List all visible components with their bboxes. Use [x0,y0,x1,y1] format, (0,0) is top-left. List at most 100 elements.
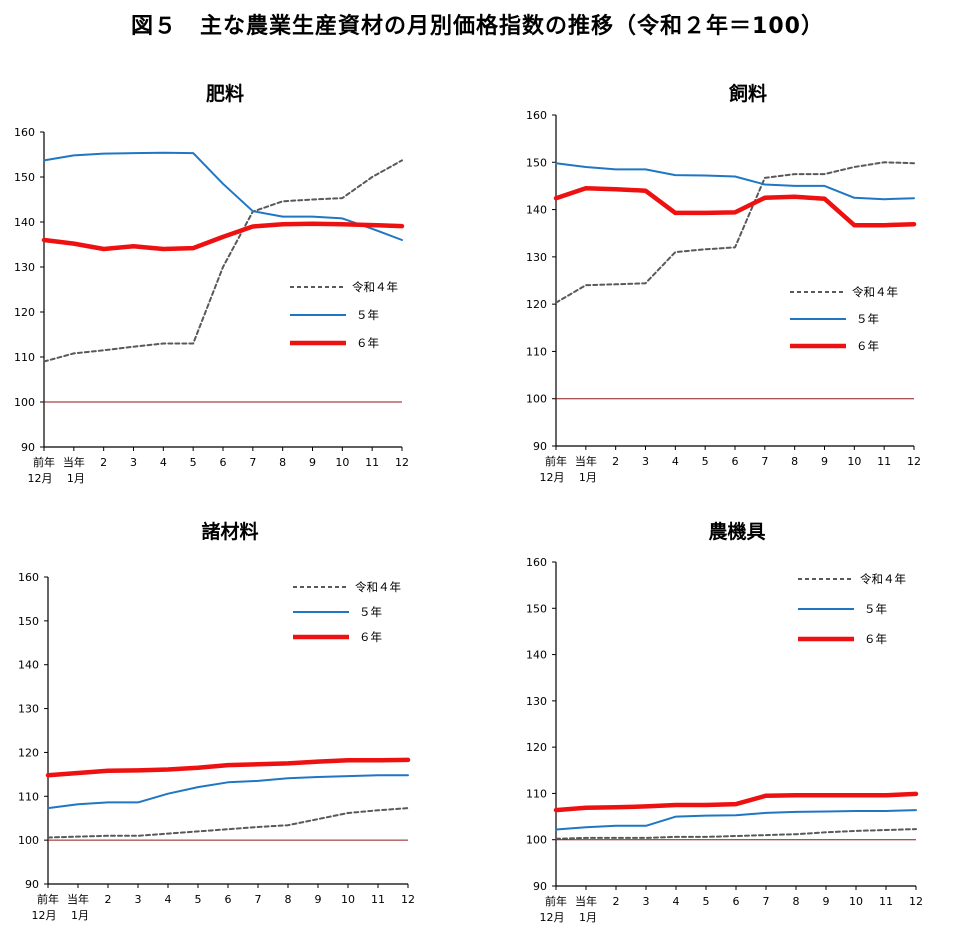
chart-fertilizer: 肥料 90 100 110 120 130 140 150 160 前年 当年 2 3 4 5 6 7 8 9 10 1… [14,82,409,485]
y-tick-label: 90 [25,878,39,891]
x-tick-label: 2 [612,455,619,468]
x-tick-label: 12 [395,456,409,469]
series-line-r5 [555,809,917,831]
series-line-r6 [553,186,917,228]
y-tick-label: 90 [21,441,35,454]
x-tick-label: 3 [130,456,137,469]
legend-label-r6: ６年 [359,630,382,644]
series-line-r4 [43,159,403,363]
x-tick-label: 12 [909,895,923,908]
y-tick-label: 120 [526,298,547,311]
x-tick-label: 5 [703,895,710,908]
x-tick-label: 8 [279,456,286,469]
y-tick-label: 150 [526,602,547,615]
legend-label-r4: 令和４年 [852,285,898,299]
x-tick-label: 7 [249,456,256,469]
chart-materials: 諸材料 90 100 110 120 130 140 150 160 前年 当年 2 3 4 5 6 7 8 9 10… [18,520,415,922]
series-line-r4 [555,161,915,304]
x-tick-label: 9 [823,895,830,908]
chart-title: 飼料 [728,82,767,105]
y-tick-label: 100 [14,396,35,409]
x-tick-label: 7 [761,455,768,468]
y-tick-label: 110 [526,787,547,800]
y-tick-label: 110 [14,351,35,364]
x-tick-label-sub: 12月 [28,472,53,485]
x-tick-label: 10 [847,455,861,468]
y-tick-label: 160 [526,109,547,122]
y-tick-label: 130 [526,695,547,708]
y-tick-label: 150 [18,615,39,628]
x-tick-label: 4 [165,893,172,906]
x-tick-label: 前年 [545,454,567,468]
y-tick-label: 90 [533,880,547,893]
legend-label-r5: ５年 [864,602,887,616]
x-tick-label: 7 [763,895,770,908]
x-tick-label: 当年 [63,455,85,469]
x-tick-label: 9 [309,456,316,469]
x-tick-label: 6 [732,455,739,468]
x-tick-label: 9 [821,455,828,468]
x-tick-label: 2 [105,893,112,906]
y-tick-label: 100 [18,834,39,847]
y-tick-label: 140 [14,216,35,229]
y-tick-label: 150 [14,171,35,184]
legend-label-r4: 令和４年 [355,580,401,594]
legend-label-r6: ６年 [356,336,379,350]
chart-feed: 飼料 90 100 110 120 130 140 150 160 前年 当年 2 3 4 5 6 7 8 9 10 1… [526,82,921,484]
series-line-r5 [47,774,409,810]
legend-label-r5: ５年 [356,308,379,322]
x-tick-label: 4 [672,455,679,468]
series-line-r6 [553,791,919,813]
x-tick-label-sub: 12月 [540,471,565,484]
series-line-r5 [43,151,403,241]
x-tick-label-sub: 1月 [579,471,597,484]
y-tick-label: 110 [526,345,547,358]
x-tick-label: 当年 [575,454,597,468]
x-tick-label: 11 [365,456,379,469]
x-tick-label: 5 [702,455,709,468]
y-tick-label: 140 [18,659,39,672]
x-tick-label: 11 [371,893,385,906]
x-tick-label: 10 [335,456,349,469]
y-tick-label: 130 [18,703,39,716]
x-tick-label: 9 [315,893,322,906]
x-tick-label: 8 [793,895,800,908]
x-tick-label: 6 [225,893,232,906]
x-tick-label: 3 [135,893,142,906]
page-title: 図５ 主な農業生産資材の月別価格指数の推移（令和２年＝100） [131,14,824,39]
x-tick-label: 4 [160,456,167,469]
x-tick-label-sub: 1月 [71,909,89,922]
x-tick-label: 2 [613,895,620,908]
x-tick-label: 12 [401,893,415,906]
x-tick-label-sub: 1月 [67,472,85,485]
y-tick-label: 110 [18,790,39,803]
x-tick-label-sub: 12月 [32,909,57,922]
x-tick-label: 6 [220,456,227,469]
legend-label-r6: ６年 [864,632,887,646]
y-tick-label: 140 [526,649,547,662]
y-tick-label: 160 [526,556,547,569]
y-tick-label: 160 [18,571,39,584]
y-tick-label: 160 [14,126,35,139]
x-tick-label: 前年 [545,894,567,908]
x-tick-label-sub: 12月 [540,911,565,924]
x-tick-label: 前年 [37,892,59,906]
legend-label-r4: 令和４年 [860,572,906,586]
x-tick-label: 8 [285,893,292,906]
y-tick-label: 100 [526,834,547,847]
x-tick-label: 3 [642,455,649,468]
y-tick-label: 90 [533,440,547,453]
series-line-r6 [45,757,411,778]
x-tick-label: 7 [255,893,262,906]
legend-label-r5: ５年 [856,312,879,326]
x-tick-label-sub: 1月 [579,911,597,924]
x-tick-label: 10 [849,895,863,908]
x-tick-label: 4 [673,895,680,908]
x-tick-label: 8 [791,455,798,468]
legend-label-r4: 令和４年 [352,280,398,294]
x-tick-label: 3 [643,895,650,908]
y-tick-label: 130 [14,261,35,274]
chart-title: 農機具 [708,520,765,543]
chart-title: 肥料 [206,82,244,105]
series-line-r6 [41,221,405,252]
